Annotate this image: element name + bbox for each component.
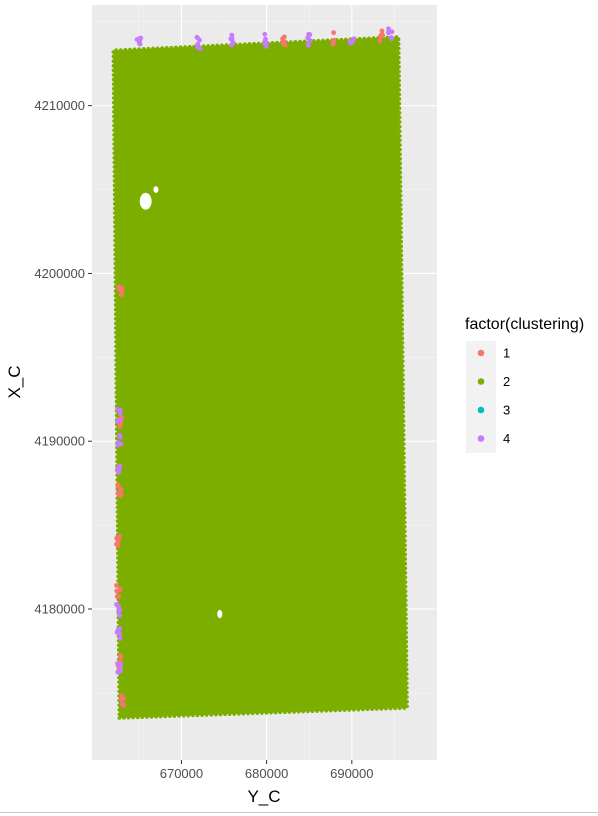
cluster-1-point <box>118 291 124 297</box>
cluster-4-point <box>229 32 235 38</box>
no-data-gap <box>153 186 159 193</box>
no-data-gap <box>217 609 223 619</box>
cluster-1-point <box>119 693 125 699</box>
cluster-1-point <box>281 34 287 40</box>
cluster-4-point <box>117 432 122 438</box>
cluster-4-point <box>116 467 122 473</box>
cluster-4-point <box>386 30 392 36</box>
bottom-divider <box>0 812 598 813</box>
cluster-4-point <box>116 603 121 609</box>
cluster-4-point <box>117 607 123 613</box>
y-tick-label: 4180000 <box>34 602 85 617</box>
cluster-4-point <box>117 613 123 618</box>
y-axis: 4180000 4190000 4200000 4210000 <box>34 98 92 617</box>
cluster-1-point <box>380 32 386 38</box>
cluster-4-point <box>388 35 394 40</box>
cluster-4-point <box>138 35 144 41</box>
cluster-1-point <box>121 703 127 708</box>
legend-label-3: 3 <box>503 403 510 418</box>
cluster-2-area <box>113 36 408 719</box>
cluster-4-point <box>229 42 234 48</box>
cluster-1-point <box>117 534 123 539</box>
legend-key-4 <box>477 435 485 442</box>
cluster-1-point <box>118 654 123 660</box>
x-tick-label: 680000 <box>245 766 288 781</box>
x-axis-title: Y_C <box>247 787 280 806</box>
cluster-4-point <box>117 636 123 641</box>
legend-title: factor(clustering) <box>465 316 584 333</box>
cluster-4-point <box>115 669 121 675</box>
cluster-4-point <box>262 31 268 37</box>
cluster-1-point <box>118 492 124 497</box>
cluster-4-point <box>115 661 121 666</box>
legend-label-2: 2 <box>503 374 510 389</box>
cluster-1-point <box>282 42 288 48</box>
cluster-1-point <box>116 285 122 290</box>
cluster-4-point <box>117 463 122 469</box>
y-tick-label: 4210000 <box>34 98 85 113</box>
cluster-4-point <box>351 36 357 42</box>
cluster-1-point <box>331 30 336 36</box>
legend-key-background <box>466 341 496 453</box>
y-tick-label: 4200000 <box>34 266 85 281</box>
y-axis-title: X_C <box>5 365 24 398</box>
cluster-4-point <box>137 41 143 47</box>
cluster-1-point <box>119 697 124 703</box>
legend-label-4: 4 <box>503 431 510 446</box>
legend-key-3 <box>477 406 485 414</box>
cluster-1-point <box>115 484 121 490</box>
cluster-4-point <box>305 41 311 47</box>
cluster-4-point <box>305 35 311 41</box>
legend-key-1 <box>477 349 485 357</box>
cluster-edge-points <box>114 26 395 708</box>
cluster-1-point <box>118 487 124 492</box>
cluster-4-point <box>114 419 120 424</box>
legend-label-1: 1 <box>503 346 510 361</box>
cluster-1-point <box>119 288 125 293</box>
cluster-4-point <box>229 37 235 43</box>
cluster-point-field <box>111 35 409 720</box>
cluster-4-point <box>115 627 121 633</box>
cluster-1-point <box>116 594 122 600</box>
cluster-4-point <box>115 442 121 448</box>
field-outline <box>111 35 409 720</box>
cluster-1-point <box>377 38 383 44</box>
no-data-gap <box>139 192 152 210</box>
cluster-4-point <box>116 407 122 413</box>
cluster-4-point <box>194 34 200 40</box>
cluster-4-point <box>197 46 203 52</box>
y-tick-label: 4190000 <box>34 434 85 449</box>
cluster-1-point <box>379 28 385 34</box>
cluster-1-point <box>116 538 121 544</box>
legend: factor(clustering) 1 2 3 4 <box>465 316 584 453</box>
legend-key-2 <box>477 378 485 385</box>
cluster-1-point <box>331 37 337 43</box>
cluster-4-point <box>348 40 354 46</box>
cluster-1-point <box>114 583 119 588</box>
x-axis: 670000 680000 690000 <box>160 760 374 781</box>
cluster-1-point <box>117 586 123 592</box>
x-tick-label: 670000 <box>160 766 203 781</box>
cluster-4-point <box>386 26 391 32</box>
cluster-4-point <box>263 41 269 47</box>
x-tick-label: 690000 <box>330 766 373 781</box>
